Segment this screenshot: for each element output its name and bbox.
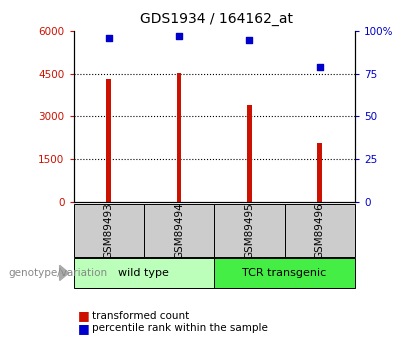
Bar (247, 105, 252, 202)
Bar (176, 73, 181, 202)
Text: GSM89494: GSM89494 (174, 202, 184, 259)
Point (246, 37, 253, 42)
Point (316, 64, 323, 70)
FancyBboxPatch shape (144, 204, 214, 257)
Text: GSM89496: GSM89496 (315, 202, 325, 259)
Text: GDS1934 / 164162_at: GDS1934 / 164162_at (140, 12, 293, 26)
Bar (317, 144, 322, 202)
Text: TCR transgenic: TCR transgenic (242, 268, 327, 278)
Text: wild type: wild type (118, 268, 169, 278)
Text: ■: ■ (78, 322, 89, 335)
Text: ■: ■ (78, 309, 89, 322)
FancyBboxPatch shape (214, 204, 285, 257)
Text: percentile rank within the sample: percentile rank within the sample (92, 324, 268, 333)
FancyBboxPatch shape (214, 258, 355, 288)
FancyBboxPatch shape (74, 258, 214, 288)
Text: genotype/variation: genotype/variation (8, 268, 108, 278)
Point (176, 33, 182, 39)
Text: GSM89495: GSM89495 (244, 202, 255, 259)
FancyBboxPatch shape (74, 204, 144, 257)
Text: GSM89493: GSM89493 (104, 202, 114, 259)
Bar (106, 79, 111, 202)
FancyBboxPatch shape (285, 204, 355, 257)
Point (105, 35, 112, 41)
Text: transformed count: transformed count (92, 311, 190, 321)
